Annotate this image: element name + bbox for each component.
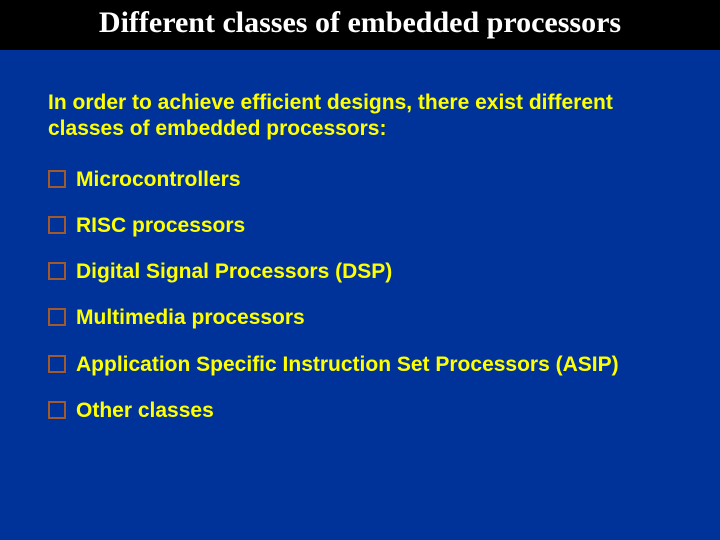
list-item: Microcontrollers [48,167,672,193]
list-item: Digital Signal Processors (DSP) [48,259,672,285]
list-item-label: Application Specific Instruction Set Pro… [76,353,619,376]
title-bar: Different classes of embedded processors [0,0,720,50]
list-item-label: Multimedia processors [76,305,305,331]
content-area: In order to achieve efficient designs, t… [0,50,720,424]
list-item: Other classes [48,398,672,424]
list-item-label: Other classes [76,398,214,424]
list-item: RISC processors [48,213,672,239]
square-bullet-icon [48,170,66,188]
square-bullet-icon [48,216,66,234]
list-item: Multimedia processors [48,305,672,331]
square-bullet-icon [48,355,66,373]
list-item-label: Digital Signal Processors (DSP) [76,259,392,285]
slide-title: Different classes of embedded processors [16,6,704,40]
intro-text: In order to achieve efficient designs, t… [48,90,672,143]
square-bullet-icon [48,262,66,280]
list-item-label: RISC processors [76,213,245,239]
square-bullet-icon [48,401,66,419]
list-item: Application Specific Instruction Set Pro… [48,352,672,378]
square-bullet-icon [48,308,66,326]
list-item-label: Microcontrollers [76,167,241,193]
